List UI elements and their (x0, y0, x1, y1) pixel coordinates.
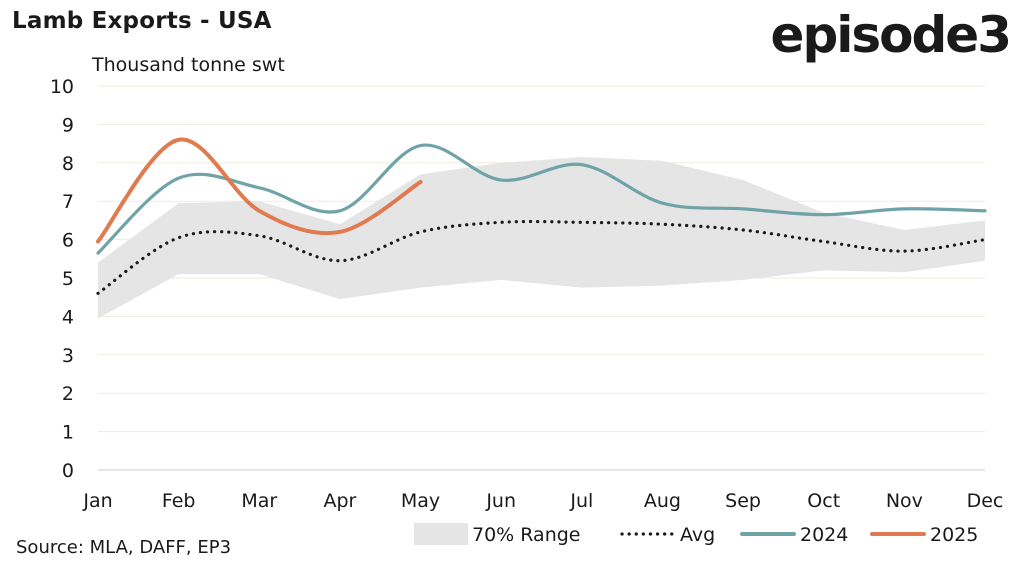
y-tick-labels: 0 1 2 3 4 5 6 7 8 9 10 (50, 76, 74, 482)
y-tick-label: 9 (62, 114, 74, 136)
legend: 70% Range Avg 2024 2025 (414, 523, 978, 546)
x-tick-label: Sep (725, 490, 761, 512)
y-tick-label: 6 (62, 230, 74, 252)
chart-title: Lamb Exports - USA (12, 8, 272, 34)
x-tick-label: May (401, 490, 440, 512)
x-tick-label: Jul (569, 490, 593, 512)
legend-label-avg: Avg (680, 524, 715, 546)
x-tick-label: Feb (162, 490, 196, 512)
series-lines-layer (96, 137, 987, 295)
y-tick-label: 8 (62, 153, 74, 175)
x-tick-labels: Jan Feb Mar Apr May Jun Jul Aug Sep Oct Nov Dec (82, 490, 1003, 512)
y-axis-unit-label: Thousand tonne swt (92, 54, 285, 76)
series-line-2024 (96, 143, 987, 255)
legend-label-2024: 2024 (800, 524, 848, 546)
x-tick-label: Aug (644, 490, 681, 512)
legend-label-2025: 2025 (930, 524, 978, 546)
x-tick-label: Nov (886, 490, 923, 512)
source-note: Source: MLA, DAFF, EP3 (16, 537, 232, 558)
x-tick-label: Mar (241, 490, 277, 512)
legend-label-range: 70% Range (472, 524, 581, 546)
x-tick-label: Jun (485, 490, 516, 512)
x-tick-label: Dec (967, 490, 1004, 512)
x-tick-label: Oct (807, 490, 840, 512)
y-tick-label: 0 (62, 460, 74, 482)
y-tick-label: 10 (50, 76, 74, 98)
series-line-2025 (96, 137, 423, 244)
y-tick-label: 1 (62, 422, 74, 444)
x-tick-label: Jan (82, 490, 112, 512)
y-tick-label: 5 (62, 268, 74, 290)
y-tick-label: 2 (62, 383, 74, 405)
range-band (98, 157, 985, 319)
series-line-avg (96, 219, 987, 295)
x-tick-label: Apr (323, 490, 356, 512)
legend-swatch-range (414, 523, 468, 545)
range-band-layer (98, 157, 985, 319)
y-tick-label: 4 (62, 306, 74, 328)
brand-logo: episode3 (770, 6, 1012, 64)
y-tick-label: 7 (62, 191, 74, 213)
y-tick-label: 3 (62, 345, 74, 367)
